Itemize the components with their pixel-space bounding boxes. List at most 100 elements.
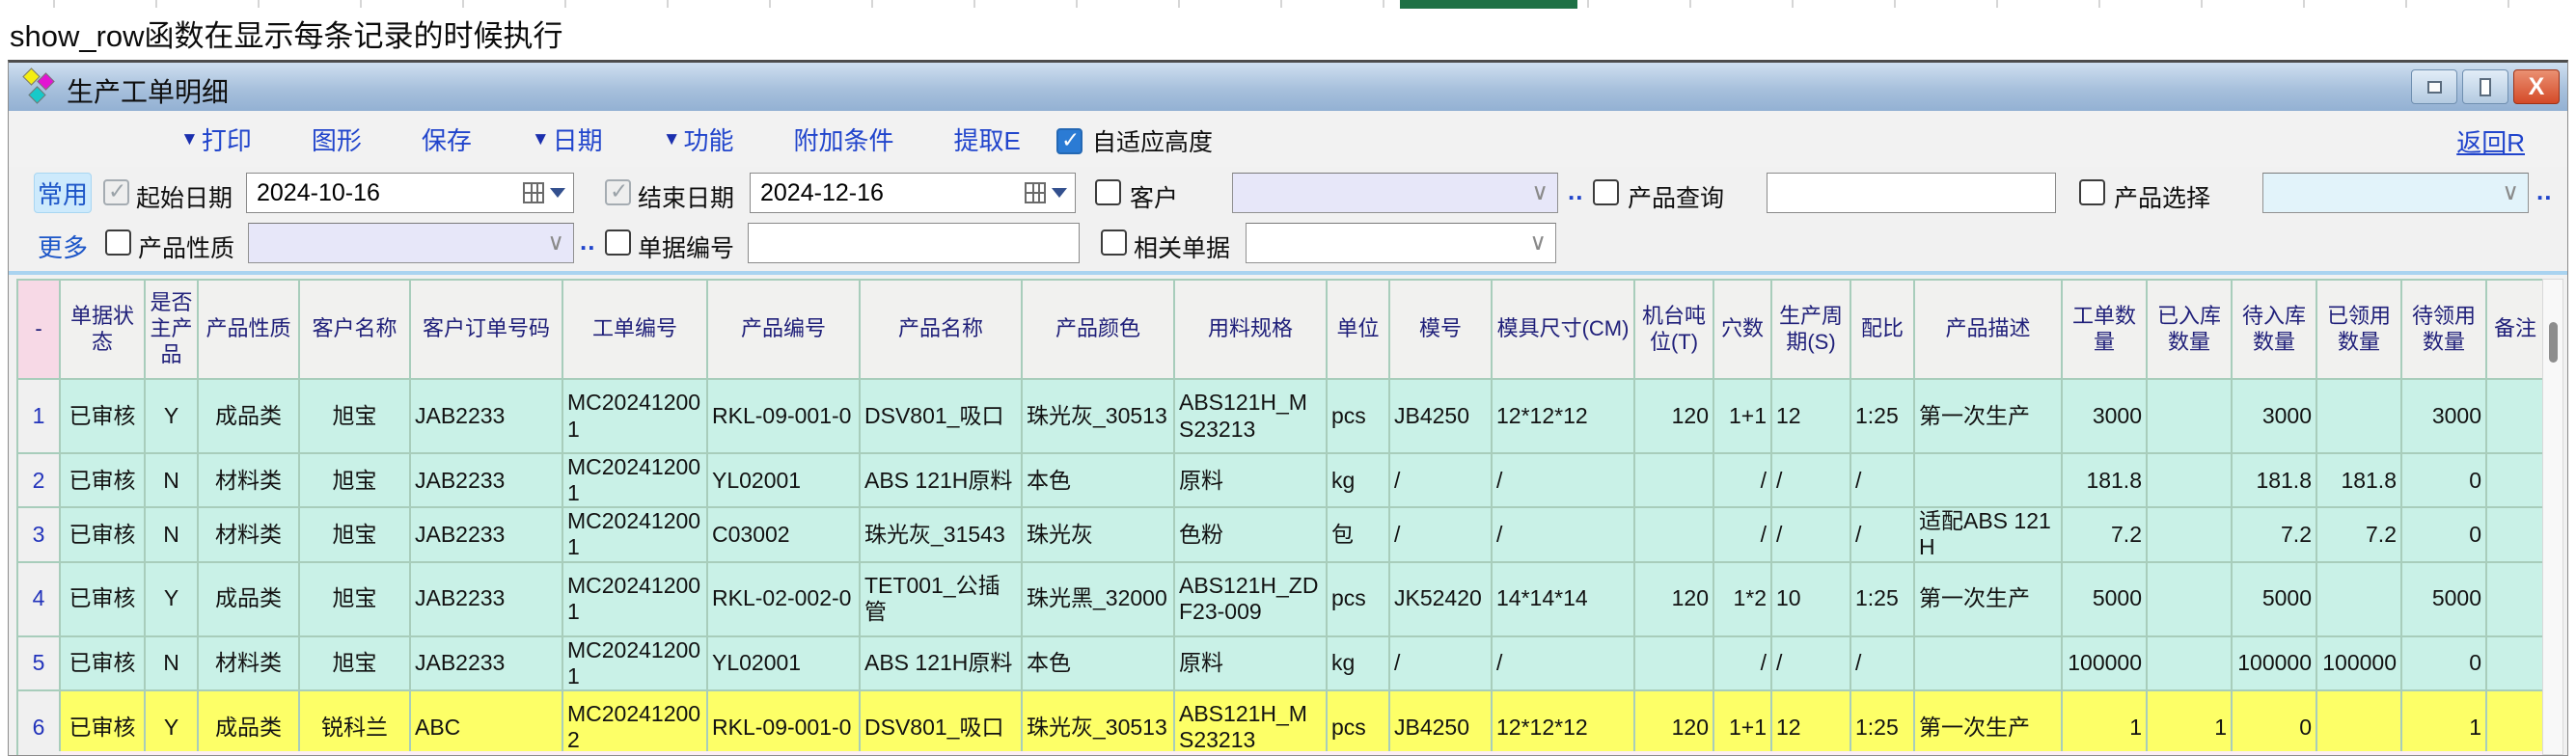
row-number[interactable]: 6: [16, 688, 61, 755]
cell-is_main[interactable]: N: [144, 451, 199, 509]
restore-button[interactable]: [2462, 69, 2508, 104]
cell-unit[interactable]: 包: [1326, 506, 1390, 563]
cell-pending_issue_qty[interactable]: 3000: [2400, 378, 2487, 454]
cell-remark[interactable]: [2485, 451, 2545, 509]
auto-fit-checkbox[interactable]: [1056, 127, 1082, 154]
product-select-combobox[interactable]: ∨: [2262, 173, 2529, 213]
cell-issued_qty[interactable]: [2316, 688, 2402, 755]
cell-is_main[interactable]: Y: [144, 560, 199, 637]
toolbar-button-extra-conditions[interactable]: 附加条件: [794, 122, 894, 157]
toolbar-button-function[interactable]: ▼ 功能: [663, 122, 734, 157]
cell-in_stock_qty[interactable]: [2146, 560, 2233, 637]
cell-in_stock_qty[interactable]: [2146, 378, 2233, 454]
cell-material_spec[interactable]: ABS121H_ZDF23-009: [1173, 560, 1328, 637]
cell-status[interactable]: 已审核: [59, 560, 146, 637]
cell-remark[interactable]: [2485, 634, 2545, 691]
start-date-field[interactable]: [246, 173, 574, 213]
toolbar-button-save[interactable]: 保存: [422, 122, 472, 157]
cell-nature[interactable]: 成品类: [197, 560, 300, 637]
cell-pending_issue_qty[interactable]: 0: [2400, 506, 2487, 563]
product-nature-more-button[interactable]: ..: [580, 227, 596, 256]
cell-customer[interactable]: 锐科兰: [298, 688, 411, 755]
cell-material_spec[interactable]: ABS121H_MS23213: [1173, 378, 1328, 454]
cell-unit[interactable]: pcs: [1326, 688, 1390, 755]
cell-pending_in_qty[interactable]: 5000: [2231, 560, 2317, 637]
cell-product_no[interactable]: YL02001: [706, 451, 861, 509]
cell-pending_in_qty[interactable]: 0: [2231, 688, 2317, 755]
customer-more-button[interactable]: ..: [1568, 176, 1584, 205]
cell-product_no[interactable]: RKL-02-002-0: [706, 560, 861, 637]
cell-is_main[interactable]: Y: [144, 688, 199, 755]
cell-description[interactable]: 第一次生产: [1913, 688, 2063, 755]
row-number[interactable]: 4: [16, 560, 61, 637]
cell-pending_in_qty[interactable]: 3000: [2231, 378, 2317, 454]
cell-order_qty[interactable]: 1: [2061, 688, 2148, 755]
cell-pending_in_qty[interactable]: 7.2: [2231, 506, 2317, 563]
cell-ratio[interactable]: 1:25: [1850, 560, 1915, 637]
tab-common[interactable]: 常用: [34, 173, 92, 213]
cell-customer_order_no[interactable]: JAB2233: [409, 451, 563, 509]
cell-machine_tonnage[interactable]: 120: [1633, 560, 1714, 637]
cell-issued_qty[interactable]: [2316, 378, 2402, 454]
cell-status[interactable]: 已审核: [59, 506, 146, 563]
product-nature-checkbox[interactable]: [105, 230, 131, 256]
cell-description[interactable]: [1913, 451, 2063, 509]
cell-mold_size[interactable]: 12*12*12: [1491, 688, 1635, 755]
cell-cavities[interactable]: 1*2: [1713, 560, 1772, 637]
cell-material_spec[interactable]: 原料: [1173, 634, 1328, 691]
cell-product_name[interactable]: ABS 121H原料: [859, 451, 1023, 509]
cell-mold_size[interactable]: 12*12*12: [1491, 378, 1635, 454]
cell-customer_order_no[interactable]: JAB2233: [409, 506, 563, 563]
start-date-input[interactable]: [257, 178, 523, 207]
minimize-button[interactable]: [2411, 69, 2457, 104]
doc-number-input[interactable]: [748, 223, 1080, 263]
cell-remark[interactable]: [2485, 688, 2545, 755]
cell-customer[interactable]: 旭宝: [298, 506, 411, 563]
cell-machine_tonnage[interactable]: 120: [1633, 688, 1714, 755]
related-doc-combobox[interactable]: ∨: [1246, 223, 1556, 263]
cell-cycle[interactable]: 10: [1770, 560, 1851, 637]
cell-cycle[interactable]: /: [1770, 451, 1851, 509]
cell-cycle[interactable]: /: [1770, 506, 1851, 563]
cell-mold_no[interactable]: /: [1388, 451, 1493, 509]
cell-issued_qty[interactable]: 181.8: [2316, 451, 2402, 509]
cell-ratio[interactable]: /: [1850, 634, 1915, 691]
corner-header[interactable]: -: [16, 279, 61, 380]
product-select-checkbox[interactable]: [2079, 179, 2105, 205]
close-button[interactable]: X: [2513, 69, 2560, 104]
cell-product_no[interactable]: C03002: [706, 506, 861, 563]
cell-customer_order_no[interactable]: ABC: [409, 688, 563, 755]
cell-pending_issue_qty[interactable]: 1: [2400, 688, 2487, 755]
cell-is_main[interactable]: N: [144, 634, 199, 691]
cell-customer[interactable]: 旭宝: [298, 560, 411, 637]
cell-product_name[interactable]: DSV801_吸口: [859, 378, 1023, 454]
customer-checkbox[interactable]: [1095, 179, 1121, 205]
chevron-down-icon[interactable]: [550, 188, 565, 198]
cell-work_order_no[interactable]: MC202412001: [562, 560, 708, 637]
cell-order_qty[interactable]: 181.8: [2061, 451, 2148, 509]
cell-customer[interactable]: 旭宝: [298, 634, 411, 691]
cell-pending_issue_qty[interactable]: 5000: [2400, 560, 2487, 637]
cell-product_color[interactable]: 珠光灰_30513: [1021, 378, 1175, 454]
cell-cavities[interactable]: /: [1713, 451, 1772, 509]
cell-machine_tonnage[interactable]: [1633, 451, 1714, 509]
row-number[interactable]: 5: [16, 634, 61, 691]
cell-product_name[interactable]: TET001_公插管: [859, 560, 1023, 637]
cell-order_qty[interactable]: 100000: [2061, 634, 2148, 691]
cell-mold_no[interactable]: JB4250: [1388, 378, 1493, 454]
cell-machine_tonnage[interactable]: [1633, 506, 1714, 563]
cell-issued_qty[interactable]: 100000: [2316, 634, 2402, 691]
chevron-down-icon[interactable]: [1052, 188, 1067, 198]
cell-remark[interactable]: [2485, 506, 2545, 563]
cell-pending_in_qty[interactable]: 181.8: [2231, 451, 2317, 509]
product-nature-combobox[interactable]: ∨: [248, 223, 574, 263]
cell-material_spec[interactable]: ABS121H_MS23213: [1173, 688, 1328, 755]
cell-mold_no[interactable]: /: [1388, 634, 1493, 691]
cell-status[interactable]: 已审核: [59, 451, 146, 509]
cell-pending_in_qty[interactable]: 100000: [2231, 634, 2317, 691]
doc-number-checkbox[interactable]: [605, 230, 631, 256]
cell-in_stock_qty[interactable]: 1: [2146, 688, 2233, 755]
cell-status[interactable]: 已审核: [59, 378, 146, 454]
cell-work_order_no[interactable]: MC202412001: [562, 451, 708, 509]
toolbar-button-graph[interactable]: 图形: [312, 122, 362, 157]
